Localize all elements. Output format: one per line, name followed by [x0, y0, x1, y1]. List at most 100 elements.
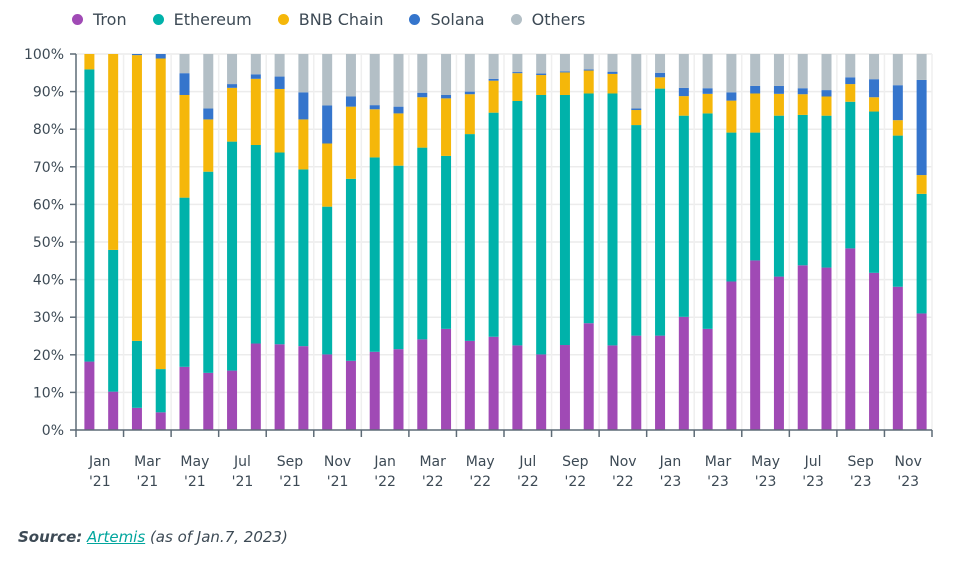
- bar-segment-tron: [417, 339, 428, 430]
- bar-segment-tron: [488, 336, 499, 430]
- legend-label: Tron: [93, 10, 127, 29]
- x-tick-label-month: May: [180, 454, 209, 470]
- bar-segment-solana: [797, 88, 808, 95]
- bar-segment-others: [393, 54, 404, 107]
- bar-segment-ethereum: [702, 113, 713, 329]
- bar-segment-ethereum: [274, 152, 285, 345]
- bar-segment-others: [441, 54, 452, 95]
- bar-segment-ethereum: [393, 165, 404, 350]
- bar-segment-ethereum: [797, 114, 808, 266]
- bar-segment-others: [869, 54, 880, 80]
- bar-segment-others: [488, 54, 499, 79]
- bar-segment-solana: [155, 54, 166, 59]
- bar-segment-others: [512, 54, 523, 73]
- x-tick-label-year: '22: [564, 474, 586, 490]
- bar-segment-bnb-chain: [131, 55, 142, 341]
- bar-segment-tron: [821, 267, 832, 430]
- x-tick-label-year: '22: [469, 474, 491, 490]
- bar-segment-ethereum: [892, 135, 903, 287]
- bar-segment-tron: [274, 344, 285, 430]
- bar-segment-solana: [583, 69, 594, 71]
- x-tick-label-year: '22: [422, 474, 444, 490]
- bar-segment-ethereum: [441, 155, 452, 329]
- bar-segment-tron: [322, 354, 333, 430]
- x-tick-label-month: May: [466, 454, 495, 470]
- bar-segment-ethereum: [678, 115, 689, 317]
- y-tick-label: 40%: [33, 273, 64, 289]
- bar-segment-tron: [750, 260, 761, 430]
- bar-segment-solana: [750, 85, 761, 94]
- bar-segment-ethereum: [227, 141, 238, 371]
- bar-segment-ethereum: [559, 94, 570, 346]
- bar-segment-ethereum: [417, 147, 428, 340]
- x-tick-label-year: '22: [517, 474, 539, 490]
- bar-segment-solana: [821, 90, 832, 97]
- bar-segment-bnb-chain: [559, 72, 570, 95]
- chart-legend: Tron Ethereum BNB Chain Solana Others: [72, 10, 611, 29]
- x-tick-label-year: '21: [327, 474, 349, 490]
- bar-segment-ethereum: [155, 369, 166, 413]
- source-link[interactable]: Artemis: [87, 528, 146, 546]
- bar-segment-ethereum: [512, 101, 523, 346]
- bar-segment-solana: [845, 77, 856, 85]
- bar-segment-solana: [441, 94, 452, 99]
- x-tick-label-month: Mar: [134, 454, 161, 470]
- x-tick-label-year: '22: [612, 474, 634, 490]
- bar-segment-solana: [464, 91, 475, 95]
- bar-segment-solana: [369, 105, 380, 110]
- bar-segment-bnb-chain: [678, 96, 689, 116]
- bar-segment-tron: [678, 316, 689, 430]
- x-tick-label-year: '23: [755, 474, 777, 490]
- y-tick-label: 10%: [33, 385, 64, 401]
- x-tick-label-month: Jan: [659, 454, 682, 470]
- bar-segment-bnb-chain: [393, 113, 404, 166]
- bar-segment-tron: [203, 372, 214, 430]
- bar-segment-solana: [773, 85, 784, 94]
- bar-segment-solana: [607, 71, 618, 74]
- y-tick-label: 0%: [42, 423, 64, 439]
- bar-segment-tron: [131, 407, 142, 430]
- legend-item-others: Others: [510, 10, 585, 29]
- bar-segment-bnb-chain: [227, 87, 238, 142]
- source-note: Source: Artemis (as of Jan.7, 2023): [18, 528, 288, 546]
- bar-segment-solana: [274, 76, 285, 89]
- bar-segment-bnb-chain: [417, 97, 428, 148]
- x-tick-label-month: Jan: [88, 454, 111, 470]
- bar-segment-tron: [464, 340, 475, 430]
- bar-segment-others: [417, 54, 428, 93]
- bar-segment-ethereum: [583, 93, 594, 324]
- bar-segment-others: [298, 54, 309, 93]
- bar-segment-bnb-chain: [322, 143, 333, 207]
- bar-segment-others: [845, 54, 856, 78]
- bar-segment-bnb-chain: [441, 98, 452, 156]
- bar-segment-ethereum: [916, 193, 927, 314]
- legend-label: Ethereum: [173, 10, 252, 29]
- x-tick-label-year: '21: [184, 474, 206, 490]
- bar-segment-tron: [536, 354, 547, 430]
- x-tick-label-year: '23: [850, 474, 872, 490]
- bar-segment-solana: [869, 79, 880, 98]
- bar-segment-solana: [250, 74, 261, 79]
- legend-item-ethereum: Ethereum: [152, 10, 252, 29]
- bar-segment-bnb-chain: [84, 54, 95, 70]
- bar-segment-bnb-chain: [631, 110, 642, 126]
- x-tick-label-month: Nov: [324, 454, 351, 470]
- bar-segment-solana: [131, 54, 142, 56]
- x-tick-label-month: Jul: [518, 454, 536, 470]
- bar-segment-tron: [726, 281, 737, 430]
- bar-segment-ethereum: [821, 115, 832, 268]
- bar-segment-others: [916, 54, 927, 80]
- bar-segment-ethereum: [750, 132, 761, 261]
- legend-dot-icon: [409, 14, 421, 25]
- bar-segment-bnb-chain: [298, 119, 309, 170]
- bar-segment-bnb-chain: [179, 94, 190, 198]
- bar-segment-tron: [869, 272, 880, 430]
- bar-segment-others: [797, 54, 808, 89]
- bar-segment-bnb-chain: [464, 94, 475, 135]
- bar-segment-ethereum: [845, 101, 856, 249]
- source-label: Source:: [18, 528, 83, 546]
- bar-segment-solana: [702, 88, 713, 94]
- x-tick-label-month: Mar: [419, 454, 446, 470]
- bar-segment-ethereum: [298, 169, 309, 347]
